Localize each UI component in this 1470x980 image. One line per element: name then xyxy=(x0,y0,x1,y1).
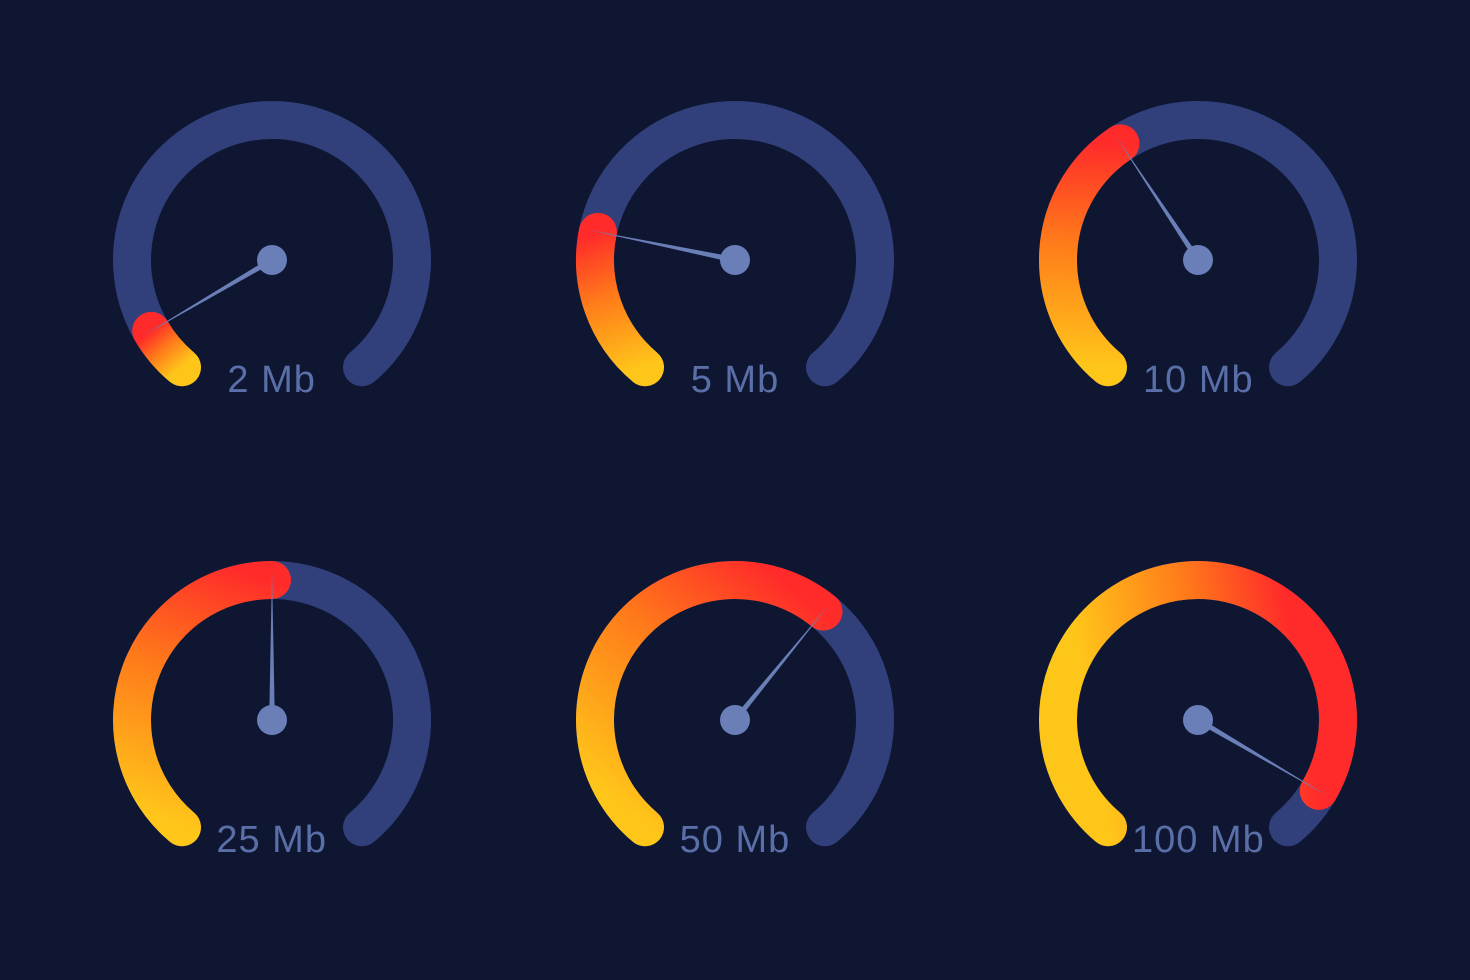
gauge-fill xyxy=(595,580,823,827)
gauge-fill xyxy=(1058,580,1338,827)
gauge-fill xyxy=(132,580,272,827)
gauge-cell: 25 Mb xyxy=(60,500,483,940)
gauge-100mb: 100 Mb xyxy=(1018,540,1378,900)
gauge-5mb: 5 Mb xyxy=(555,80,915,440)
gauge-track xyxy=(132,120,412,367)
gauge-label: 2 Mb xyxy=(227,359,315,402)
gauge-10mb: 10 Mb xyxy=(1018,80,1378,440)
gauge-label: 5 Mb xyxy=(691,359,779,402)
gauge-hub xyxy=(720,245,750,275)
gauge-fill xyxy=(595,232,645,367)
gauge-label: 25 Mb xyxy=(216,819,327,862)
gauge-2mb: 2 Mb xyxy=(92,80,452,440)
gauge-track xyxy=(595,120,875,367)
gauge-cell: 50 Mb xyxy=(523,500,946,940)
gauge-cell: 5 Mb xyxy=(523,40,946,480)
gauge-label: 10 Mb xyxy=(1143,359,1254,402)
gauge-hub xyxy=(1183,245,1213,275)
gauge-hub xyxy=(257,705,287,735)
gauge-label: 50 Mb xyxy=(680,819,791,862)
gauge-cell: 2 Mb xyxy=(60,40,483,480)
gauge-hub xyxy=(1183,705,1213,735)
gauge-label: 100 Mb xyxy=(1132,819,1265,862)
gauge-cell: 100 Mb xyxy=(987,500,1410,940)
gauge-fill xyxy=(151,331,182,367)
gauge-hub xyxy=(720,705,750,735)
gauge-25mb: 25 Mb xyxy=(92,540,452,900)
gauge-hub xyxy=(257,245,287,275)
gauge-fill xyxy=(1058,143,1121,367)
gauge-cell: 10 Mb xyxy=(987,40,1410,480)
gauge-50mb: 50 Mb xyxy=(555,540,915,900)
gauge-grid: 2 Mb 5 Mb 10 Mb 25 Mb 50 Mb 100 Mb xyxy=(0,0,1470,980)
